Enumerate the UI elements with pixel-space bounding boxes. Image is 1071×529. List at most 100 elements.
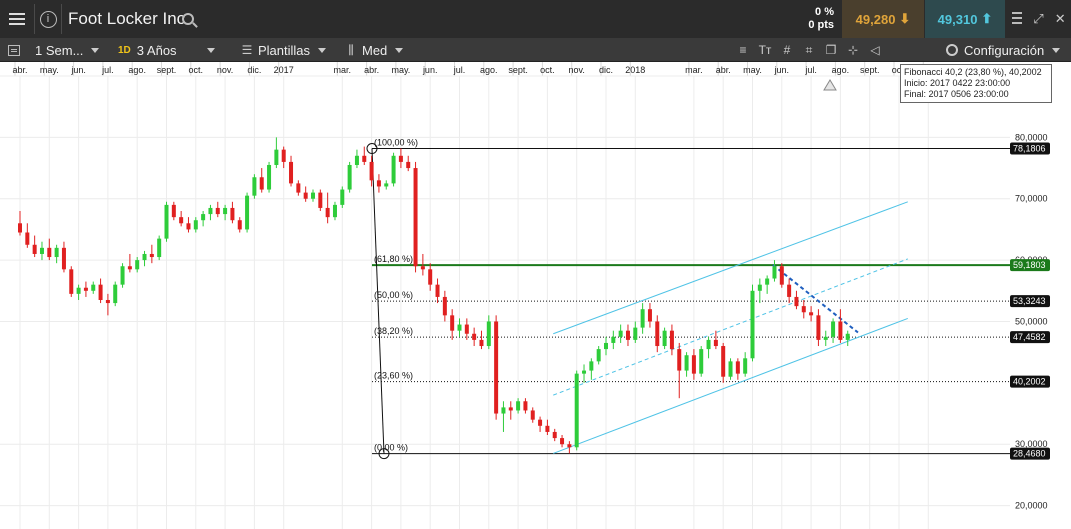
change-percent: 0 % xyxy=(815,6,834,18)
close-button[interactable]: ✕ xyxy=(1051,11,1069,27)
month-label: jun. xyxy=(774,65,790,75)
align-right-button[interactable]: ≡ xyxy=(739,43,747,57)
candle-body xyxy=(83,287,88,291)
price-label: 40,2002 xyxy=(1013,377,1046,387)
settings-dropdown[interactable]: Configuración xyxy=(946,38,1061,62)
candle-body xyxy=(538,419,543,426)
channel-upper-line xyxy=(553,201,908,335)
candle-body xyxy=(98,284,103,300)
candle-body xyxy=(267,164,272,190)
month-label: dic. xyxy=(599,65,613,75)
menu-button[interactable] xyxy=(0,0,34,38)
grid-button[interactable]: # xyxy=(783,43,791,57)
maximize-button[interactable]: ⤢ xyxy=(1029,11,1047,27)
list-icon xyxy=(8,44,20,56)
tooltip-line: Fibonacci 40,2 (23,80 %), 40,2002 xyxy=(904,67,1042,77)
dashed-trend-line xyxy=(772,264,859,334)
y-tick-label: 20,0000 xyxy=(1015,501,1048,511)
candle-body xyxy=(662,330,667,347)
price-chart[interactable]: abr. may. jun. jul. ago. sept. oct. nov. dic. 201… xyxy=(0,62,1071,529)
candle-body xyxy=(743,358,748,374)
candle-body xyxy=(728,361,733,377)
close-icon: ✕ xyxy=(1054,11,1066,26)
candle-body xyxy=(384,183,389,187)
fibonacci-trend-line xyxy=(371,148,385,454)
change-points: 0 pts xyxy=(808,19,834,31)
candle-body xyxy=(164,204,169,239)
candle-body xyxy=(259,177,264,190)
settings-label: Configuración xyxy=(964,42,1045,58)
crosshair-grid-button[interactable]: ⌗ xyxy=(805,42,813,57)
candle-body xyxy=(721,346,726,377)
month-label: mar. xyxy=(334,65,352,75)
candle-body xyxy=(450,315,455,331)
divider xyxy=(61,4,62,34)
candle-body xyxy=(464,324,469,334)
range-dropdown[interactable]: 1D 3 Años xyxy=(118,38,215,62)
copy-button[interactable]: ❐ xyxy=(825,43,837,57)
candle-body xyxy=(757,284,762,291)
fibonacci-level-label: (23,60 %) xyxy=(374,371,413,381)
label-button[interactable]: ◁ xyxy=(870,43,880,57)
candle-body xyxy=(508,407,513,411)
month-label: jun. xyxy=(422,65,438,75)
price-label-box xyxy=(1010,259,1050,272)
candle-body xyxy=(318,192,323,208)
candle-body xyxy=(252,177,257,196)
y-tick-label: 70,0000 xyxy=(1015,194,1048,204)
indicator-dropdown[interactable]: ⫼ Med xyxy=(340,38,404,62)
candle-body xyxy=(245,195,250,230)
interval-dropdown[interactable]: 1 Sem... xyxy=(35,38,100,62)
price-label-box xyxy=(1010,375,1050,388)
candle-body xyxy=(120,266,125,285)
candle-body xyxy=(633,327,638,340)
info-button[interactable]: i xyxy=(35,0,61,38)
hamburger-icon xyxy=(9,13,25,25)
candle-body xyxy=(691,355,696,374)
candle-body xyxy=(809,312,814,316)
crosshair-button[interactable]: ⊹ xyxy=(847,43,859,57)
candle-body xyxy=(787,284,792,297)
candle-body xyxy=(54,247,59,258)
buy-price-button[interactable]: 49,310 ⬆ xyxy=(925,0,1005,38)
buy-price: 49,310 xyxy=(937,11,978,27)
instrument-title: Foot Locker Inc xyxy=(68,9,186,28)
window-controls: ⤢ ✕ xyxy=(1006,0,1071,38)
candle-body xyxy=(303,192,308,199)
price-label: 53,3243 xyxy=(1013,296,1046,306)
chart-canvas[interactable]: abr. may. jun. jul. ago. sept. oct. nov. dic. 201… xyxy=(0,62,1071,529)
month-label: ago. xyxy=(832,65,850,75)
candle-body xyxy=(340,189,345,205)
chevron-down-icon xyxy=(91,47,100,53)
candle-body xyxy=(201,214,206,221)
month-label: 2017 xyxy=(274,65,294,75)
sell-price-button[interactable]: 49,280 ⬇ xyxy=(842,0,924,38)
sidebar-toggle-button[interactable] xyxy=(8,38,20,62)
candle-body xyxy=(369,161,374,181)
candle-body xyxy=(325,207,330,218)
fibonacci-level-label: (38,20 %) xyxy=(374,326,413,336)
candle-body xyxy=(215,207,220,215)
candle-body xyxy=(618,330,623,337)
stack-icon xyxy=(1011,11,1022,24)
candle-body xyxy=(47,247,52,258)
candle-body xyxy=(494,321,499,414)
candle-body xyxy=(435,284,440,297)
candle-body xyxy=(750,290,755,359)
candle-body xyxy=(179,217,184,224)
month-label: 2018 xyxy=(625,65,645,75)
month-label: oct. xyxy=(540,65,555,75)
templates-dropdown[interactable]: ☰ Plantillas xyxy=(236,38,327,62)
candle-body xyxy=(32,244,37,254)
candle-body xyxy=(831,321,836,337)
search-button[interactable] xyxy=(178,0,198,38)
month-label: mar. xyxy=(685,65,703,75)
down-arrow-icon: ⬇ xyxy=(899,11,911,26)
candle-body xyxy=(574,373,579,448)
month-label: sept. xyxy=(157,65,177,75)
candle-body xyxy=(61,247,66,270)
text-tool-button[interactable]: Tт xyxy=(754,38,776,62)
layout-button[interactable] xyxy=(1008,11,1026,27)
candle-body xyxy=(589,361,594,371)
